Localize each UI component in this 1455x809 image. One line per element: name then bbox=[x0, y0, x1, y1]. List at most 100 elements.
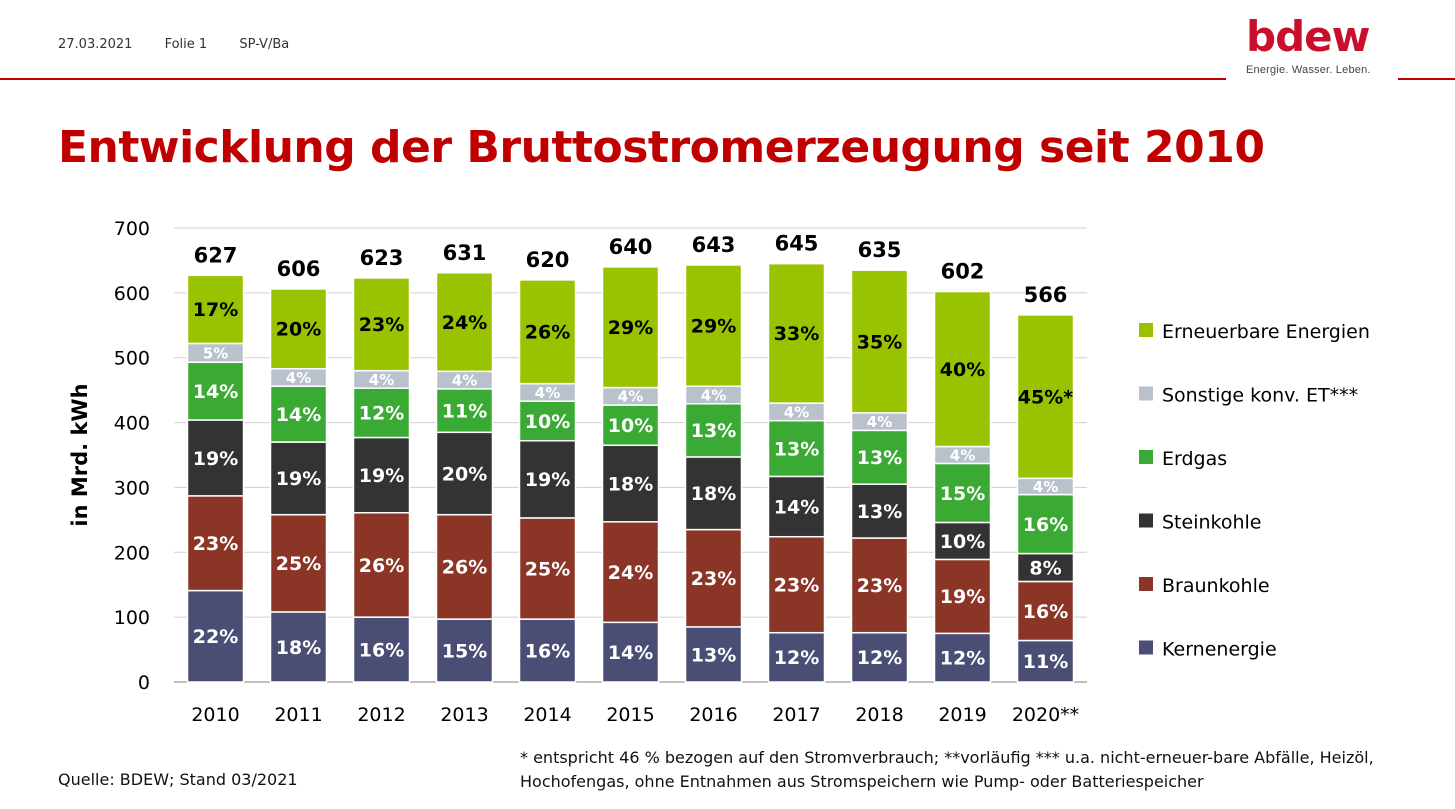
bar-data-label: 14% bbox=[774, 496, 819, 518]
bar-segment bbox=[518, 400, 577, 442]
bar-segment bbox=[684, 403, 743, 458]
bar-data-label: 4% bbox=[701, 386, 726, 404]
bar-segment bbox=[435, 431, 494, 516]
bar-segment bbox=[269, 441, 328, 516]
bar-segment bbox=[269, 288, 328, 370]
bar-data-label: 10% bbox=[525, 411, 570, 433]
y-tick-label: 700 bbox=[114, 218, 150, 240]
bar-segment bbox=[186, 274, 245, 345]
bar-segment bbox=[269, 513, 328, 613]
y-tick-label: 500 bbox=[114, 348, 150, 370]
bar-segment bbox=[850, 631, 909, 683]
bar-data-label: 23% bbox=[857, 575, 902, 597]
bar-segment bbox=[186, 495, 245, 592]
bar-total-label: 645 bbox=[775, 232, 819, 256]
bar-data-label: 26% bbox=[442, 557, 487, 579]
bar-data-label: 19% bbox=[940, 586, 985, 608]
bar-segment bbox=[352, 277, 411, 372]
logo-tagline: Energie. Wasser. Leben. bbox=[1246, 64, 1371, 76]
bar-segment bbox=[352, 436, 411, 514]
bar-segment bbox=[684, 264, 743, 388]
bar-data-label: 23% bbox=[774, 575, 819, 597]
bar-data-label: 4% bbox=[618, 388, 643, 406]
bar-segment bbox=[1016, 314, 1075, 480]
bar-data-label: 10% bbox=[940, 531, 985, 553]
bar-data-label: 4% bbox=[867, 413, 892, 431]
bar-data-label: 19% bbox=[525, 469, 570, 491]
bar-data-label: 11% bbox=[442, 400, 487, 422]
bar-data-label: 45%* bbox=[1018, 386, 1073, 408]
bar-data-label: 16% bbox=[525, 640, 570, 662]
page-title: Entwicklung der Bruttostromerzeugung sei… bbox=[58, 122, 1265, 173]
legend-label: Kernenergie bbox=[1162, 639, 1277, 661]
y-tick-label: 300 bbox=[114, 477, 150, 499]
bar-segment bbox=[518, 279, 577, 385]
bar-data-label: 4% bbox=[784, 403, 809, 421]
bar-segment bbox=[601, 444, 660, 523]
bar-segment bbox=[601, 266, 660, 389]
x-tick-label: 2018 bbox=[855, 704, 903, 726]
bar-total-label: 635 bbox=[858, 238, 902, 262]
bar-segment bbox=[186, 419, 245, 497]
bar-total-label: 627 bbox=[194, 243, 238, 267]
x-tick-label: 2016 bbox=[689, 704, 737, 726]
bar-data-label: 4% bbox=[286, 369, 311, 387]
bar-data-label: 12% bbox=[857, 647, 902, 669]
bar-data-label: 29% bbox=[691, 315, 736, 337]
legend-label: Erdgas bbox=[1162, 448, 1227, 470]
bar-segment bbox=[1016, 552, 1075, 583]
bar-data-label: 14% bbox=[608, 642, 653, 664]
bar-total-label: 606 bbox=[277, 257, 321, 281]
bar-segment bbox=[767, 631, 826, 683]
bar-segment bbox=[269, 611, 328, 683]
bar-data-label: 13% bbox=[691, 420, 736, 442]
x-tick-label: 2017 bbox=[772, 704, 820, 726]
x-tick-label: 2013 bbox=[440, 704, 488, 726]
bar-segment bbox=[933, 290, 992, 448]
bar-segment bbox=[767, 535, 826, 634]
x-tick-label: 2011 bbox=[274, 704, 322, 726]
legend-swatch bbox=[1139, 450, 1153, 464]
bar-data-label: 33% bbox=[774, 323, 819, 345]
y-tick-label: 0 bbox=[138, 672, 150, 694]
bar-data-label: 14% bbox=[276, 404, 321, 426]
bar-data-label: 8% bbox=[1029, 557, 1061, 579]
bar-data-label: 4% bbox=[535, 384, 560, 402]
bar-segment bbox=[518, 517, 577, 620]
bar-total-label: 643 bbox=[692, 233, 736, 257]
x-tick-label: 2014 bbox=[523, 704, 571, 726]
bar-data-label: 20% bbox=[276, 319, 321, 341]
bar-data-label: 14% bbox=[193, 381, 238, 403]
bar-segment bbox=[933, 558, 992, 635]
legend-label: Steinkohle bbox=[1162, 512, 1261, 534]
bar-segment bbox=[601, 521, 660, 624]
bar-data-label: 23% bbox=[193, 533, 238, 555]
y-tick-label: 200 bbox=[114, 542, 150, 564]
logo-word: bdew bbox=[1246, 12, 1370, 61]
bar-data-label: 5% bbox=[203, 344, 228, 362]
x-tick-label: 2020** bbox=[1012, 704, 1079, 726]
bar-data-label: 19% bbox=[193, 448, 238, 470]
bar-segment bbox=[1016, 580, 1075, 642]
x-tick-label: 2012 bbox=[357, 704, 405, 726]
bar-data-label: 19% bbox=[359, 465, 404, 487]
bar-data-label: 29% bbox=[608, 317, 653, 339]
bar-data-label: 20% bbox=[442, 463, 487, 485]
bar-data-label: 13% bbox=[691, 644, 736, 666]
bar-total-label: 623 bbox=[360, 246, 404, 270]
bar-data-label: 4% bbox=[1033, 478, 1058, 496]
bar-segment bbox=[1016, 639, 1075, 683]
legend-swatch bbox=[1139, 386, 1153, 401]
bar-data-label: 24% bbox=[442, 312, 487, 334]
y-tick-label: 600 bbox=[114, 283, 150, 305]
bar-data-label: 4% bbox=[452, 371, 477, 389]
y-tick-label: 400 bbox=[114, 413, 150, 435]
bar-data-label: 12% bbox=[940, 648, 985, 670]
bar-data-label: 13% bbox=[857, 501, 902, 523]
bar-data-label: 13% bbox=[774, 438, 819, 460]
bar-segment bbox=[767, 475, 826, 538]
bar-data-label: 11% bbox=[1023, 651, 1068, 673]
y-axis-label: in Mrd. kWh bbox=[68, 383, 92, 526]
bar-total-label: 620 bbox=[526, 248, 570, 272]
